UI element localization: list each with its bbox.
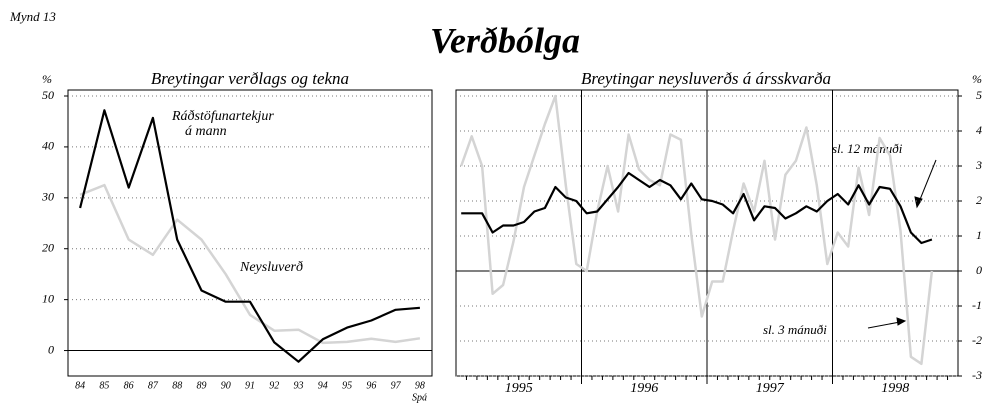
y-tick-label: 10 — [42, 291, 54, 305]
y-tick-label: 0 — [48, 342, 54, 356]
series-line — [460, 94, 934, 366]
annotation-arrows — [867, 159, 937, 329]
y-tick-label: 4 — [976, 123, 982, 137]
series-line — [79, 183, 421, 345]
y-tick-label: 50 — [42, 88, 54, 102]
x-tick-label: 1995 — [505, 381, 533, 396]
series-line — [461, 171, 933, 245]
x-tick-label: 97 — [391, 380, 402, 391]
y-tick-label: 20 — [42, 240, 54, 254]
series-label: sl. 12 mánuði — [832, 141, 903, 156]
x-tick-label: 92 — [269, 380, 279, 391]
right-panel-title: Breytingar neysluverðs á ársskvarða — [581, 69, 831, 88]
y-tick-label: 30 — [41, 190, 54, 204]
left-panel-title: Breytingar verðlags og tekna — [151, 69, 349, 88]
y-tick-label: -1 — [972, 298, 982, 312]
right-unit: % — [972, 72, 982, 86]
x-tick-label: 91 — [245, 380, 255, 391]
x-tick-label: 87 — [148, 380, 159, 391]
x-tick-label: 88 — [172, 380, 182, 391]
forecast-note: Spá — [412, 392, 427, 403]
y-tick-label: 1 — [976, 228, 982, 242]
x-tick-label: 84 — [75, 380, 85, 391]
x-tick-label: 85 — [99, 380, 109, 391]
y-tick-label: -2 — [972, 333, 982, 347]
x-tick-label: 96 — [366, 380, 376, 391]
y-tick-label: 2 — [976, 193, 982, 207]
left-unit: % — [42, 72, 52, 86]
plot-frame — [67, 89, 433, 377]
y-tick-label: 0 — [976, 263, 982, 277]
figure-label: Mynd 13 — [9, 9, 56, 24]
x-tick-label: 89 — [196, 380, 206, 391]
x-tick-label: 98 — [415, 380, 425, 391]
series-line — [79, 109, 420, 363]
x-tick-label: 1996 — [630, 381, 658, 396]
x-tick-label: 90 — [221, 380, 231, 391]
x-tick-label: 94 — [318, 380, 328, 391]
series-label: Ráðstöfunartekjur á mann — [171, 109, 277, 139]
series-label: Neysluverð — [239, 260, 303, 275]
figure-title: Verðbólga — [430, 20, 580, 60]
y-tick-label: 5 — [976, 88, 982, 102]
y-tick-label: -3 — [972, 368, 982, 382]
x-tick-label: 93 — [294, 380, 304, 391]
series-label: sl. 3 mánuði — [763, 322, 827, 337]
x-tick-label: 86 — [124, 380, 134, 391]
y-tick-label: 3 — [975, 158, 982, 172]
x-tick-label: 1997 — [756, 381, 785, 396]
x-tick-label: 95 — [342, 380, 352, 391]
x-tick-label: 1998 — [881, 381, 909, 396]
y-tick-label: 40 — [42, 139, 54, 153]
